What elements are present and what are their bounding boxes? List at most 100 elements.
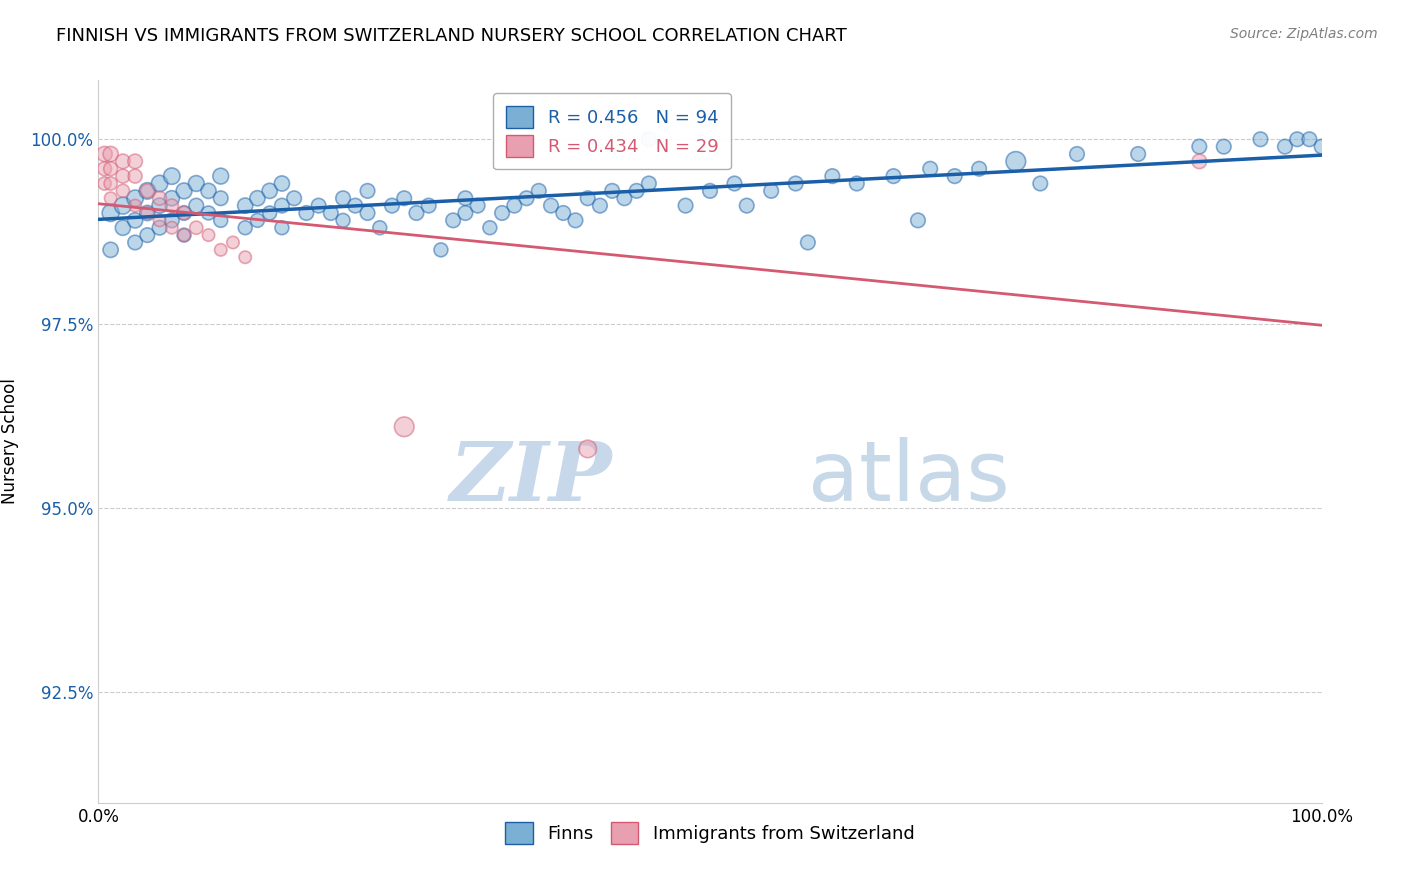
Point xyxy=(589,199,612,213)
Point xyxy=(1212,139,1234,153)
Point xyxy=(209,169,232,183)
Point xyxy=(1066,147,1088,161)
Point xyxy=(93,161,115,176)
Point xyxy=(821,169,844,183)
Point xyxy=(430,243,453,257)
Point xyxy=(246,191,269,205)
Text: FINNISH VS IMMIGRANTS FROM SWITZERLAND NURSERY SCHOOL CORRELATION CHART: FINNISH VS IMMIGRANTS FROM SWITZERLAND N… xyxy=(56,27,846,45)
Point xyxy=(907,213,929,227)
Point xyxy=(209,191,232,205)
Point xyxy=(111,220,134,235)
Point xyxy=(405,206,427,220)
Point xyxy=(735,199,758,213)
Point xyxy=(1274,139,1296,153)
Point xyxy=(295,206,318,220)
Point xyxy=(173,228,195,243)
Point xyxy=(233,220,256,235)
Point xyxy=(209,243,232,257)
Point xyxy=(637,132,661,146)
Point xyxy=(259,184,281,198)
Point xyxy=(136,206,159,220)
Point xyxy=(197,184,219,198)
Point xyxy=(124,235,146,250)
Point xyxy=(186,199,208,213)
Point xyxy=(160,220,183,235)
Point xyxy=(100,177,122,191)
Point xyxy=(527,184,550,198)
Point xyxy=(149,177,172,191)
Point xyxy=(100,206,122,220)
Point xyxy=(173,206,195,220)
Point xyxy=(576,442,599,456)
Point xyxy=(209,213,232,227)
Point xyxy=(600,184,623,198)
Point xyxy=(1249,132,1271,146)
Point xyxy=(136,184,159,198)
Point xyxy=(943,169,966,183)
Point xyxy=(478,220,501,235)
Point xyxy=(540,199,562,213)
Point xyxy=(332,213,354,227)
Point xyxy=(136,228,159,243)
Point xyxy=(381,199,404,213)
Point xyxy=(93,177,115,191)
Point xyxy=(1286,132,1309,146)
Point xyxy=(626,184,648,198)
Point xyxy=(173,228,195,243)
Point xyxy=(111,184,134,198)
Point xyxy=(491,206,513,220)
Point xyxy=(553,206,575,220)
Point xyxy=(111,199,134,213)
Point xyxy=(270,199,294,213)
Point xyxy=(515,191,537,205)
Point xyxy=(222,235,245,250)
Point xyxy=(392,419,416,434)
Point xyxy=(467,199,489,213)
Point xyxy=(883,169,905,183)
Legend: Finns, Immigrants from Switzerland: Finns, Immigrants from Switzerland xyxy=(498,815,922,852)
Point xyxy=(1298,132,1320,146)
Point xyxy=(136,184,159,198)
Point xyxy=(723,177,745,191)
Point xyxy=(149,191,172,205)
Point xyxy=(392,191,416,205)
Point xyxy=(1188,154,1211,169)
Point xyxy=(136,206,159,220)
Point xyxy=(149,220,172,235)
Point xyxy=(967,161,990,176)
Point xyxy=(160,199,183,213)
Point xyxy=(308,199,330,213)
Point xyxy=(270,220,294,235)
Point xyxy=(418,199,440,213)
Point xyxy=(111,169,134,183)
Point xyxy=(160,213,183,227)
Point xyxy=(441,213,464,227)
Point xyxy=(233,250,256,264)
Point xyxy=(454,191,477,205)
Point xyxy=(1128,147,1150,161)
Point xyxy=(160,191,183,205)
Point xyxy=(356,206,378,220)
Point xyxy=(637,177,661,191)
Point xyxy=(149,199,172,213)
Point xyxy=(332,191,354,205)
Point xyxy=(259,206,281,220)
Point xyxy=(699,184,721,198)
Point xyxy=(233,199,256,213)
Point xyxy=(186,177,208,191)
Point xyxy=(186,220,208,235)
Point xyxy=(111,154,134,169)
Point xyxy=(675,199,697,213)
Point xyxy=(270,177,294,191)
Point xyxy=(149,213,172,227)
Point xyxy=(1004,154,1026,169)
Point xyxy=(283,191,305,205)
Point xyxy=(100,243,122,257)
Point xyxy=(124,191,146,205)
Point xyxy=(124,199,146,213)
Point xyxy=(761,184,783,198)
Point xyxy=(197,228,219,243)
Point xyxy=(845,177,868,191)
Point xyxy=(1188,139,1211,153)
Point xyxy=(124,213,146,227)
